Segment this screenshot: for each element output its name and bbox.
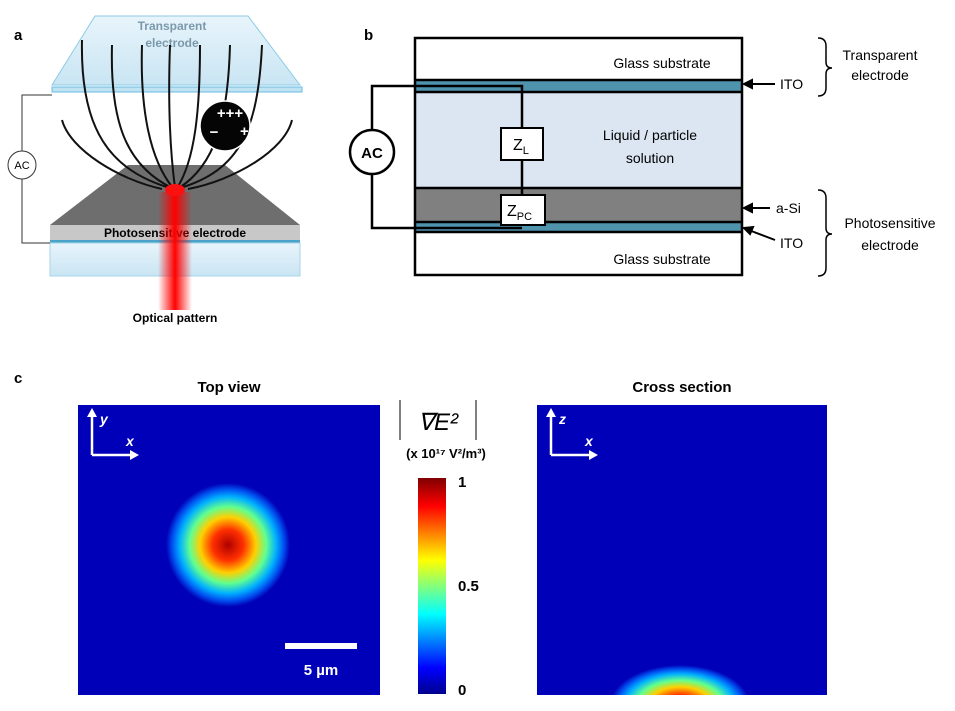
heatmap: [537, 405, 827, 695]
colorbar-symbol: ∇E²: [418, 409, 459, 436]
charge: +: [240, 123, 249, 140]
ac-label: AC: [361, 145, 383, 162]
brace: [818, 38, 832, 96]
plot-title: Cross section: [632, 379, 731, 396]
charge: −: [210, 124, 219, 141]
scale-bar: [285, 643, 357, 649]
panel-b: b AC ZL ZPC Glass substrate Liquid / par…: [350, 27, 936, 276]
panel-label: b: [364, 27, 373, 44]
layer-label: ITO: [780, 235, 803, 251]
axis-label: y: [99, 411, 109, 427]
electrode-label: electrode: [145, 36, 199, 50]
brace-label: Transparent: [843, 47, 918, 63]
plot-title: Top view: [197, 379, 260, 396]
asi-layer: [415, 188, 742, 222]
colorbar-tick-label: 0.5: [458, 578, 479, 595]
panel-label: a: [14, 27, 23, 44]
brace: [818, 190, 832, 276]
brace-label: Photosensitive: [844, 215, 935, 231]
colorbar: [418, 478, 446, 694]
heatmap-clip: [537, 405, 827, 706]
light-spot: [165, 184, 185, 196]
axis-label: x: [584, 433, 594, 449]
charge: +++: [217, 105, 244, 122]
layer-label: Glass substrate: [613, 55, 710, 71]
layer-label: a-Si: [776, 200, 801, 216]
colorbar-ticks: 10.50: [458, 474, 479, 699]
layer-label: Glass substrate: [613, 251, 710, 267]
panel-c: c Top view y x 5 µm Cross section z x ∇E…: [14, 370, 827, 706]
top-electrode: [52, 87, 302, 92]
colorbar-unit: (x 10¹⁷ V²/m³): [406, 446, 486, 461]
colorbar-tick-label: 0: [458, 682, 466, 699]
layer-label: solution: [626, 150, 674, 166]
scale-label: 5 µm: [304, 662, 339, 679]
pointer-arrows: [744, 80, 775, 240]
figure: a Transparent electrode Photosensitive e…: [0, 0, 955, 706]
layer-label: Liquid / particle: [603, 127, 697, 143]
brace-label: electrode: [861, 237, 919, 253]
field-spot: [166, 483, 290, 607]
colorbar-tick-label: 1: [458, 474, 466, 491]
axis-label: z: [558, 411, 566, 427]
ac-label: AC: [14, 160, 29, 172]
light-beam: [158, 192, 192, 310]
beam-label: Optical pattern: [133, 311, 218, 325]
panel-a: a Transparent electrode Photosensitive e…: [8, 16, 302, 325]
brace-label: electrode: [851, 67, 909, 83]
panel-label: c: [14, 370, 22, 387]
layer-label: ITO: [780, 76, 803, 92]
electrode-label: Transparent: [138, 19, 207, 33]
axis-label: x: [125, 433, 135, 449]
